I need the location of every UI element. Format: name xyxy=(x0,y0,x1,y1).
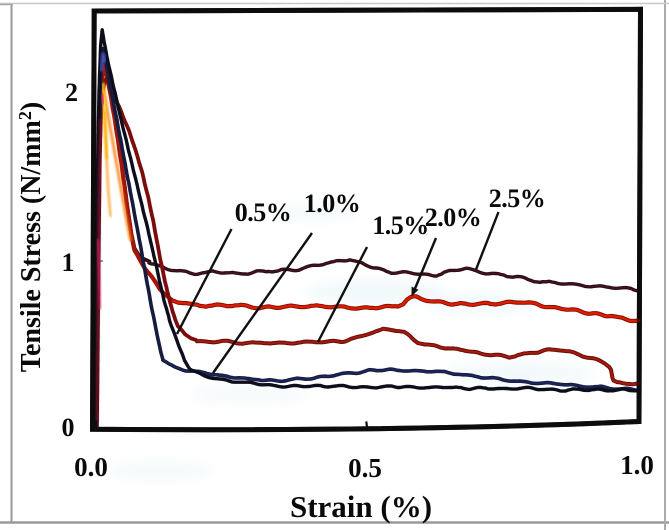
svg-text:1.0: 1.0 xyxy=(620,450,654,480)
svg-text:1.5%: 1.5% xyxy=(372,211,429,240)
svg-text:2: 2 xyxy=(65,78,78,107)
svg-text:Tensile Stress (N/mm2): Tensile Stress (N/mm2) xyxy=(15,102,47,372)
svg-text:1.0%: 1.0% xyxy=(304,189,361,218)
svg-text:0: 0 xyxy=(62,413,75,442)
svg-text:0.5: 0.5 xyxy=(348,453,382,483)
svg-text:Strain (%): Strain (%) xyxy=(290,489,432,524)
svg-text:2.0%: 2.0% xyxy=(425,203,482,232)
svg-text:1: 1 xyxy=(62,248,75,277)
svg-text:0.5%: 0.5% xyxy=(235,198,292,227)
svg-text:0.0: 0.0 xyxy=(74,452,108,482)
svg-text:2.5%: 2.5% xyxy=(489,184,546,213)
